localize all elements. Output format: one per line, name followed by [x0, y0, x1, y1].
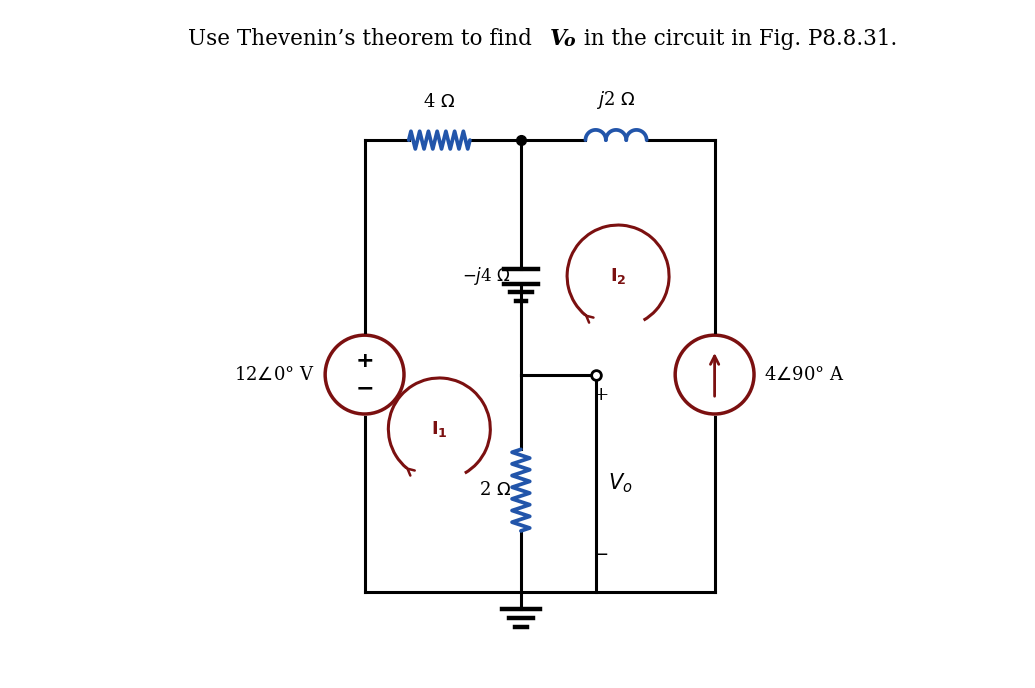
Text: −: − — [355, 378, 374, 398]
Text: V: V — [551, 28, 567, 50]
Text: 12$\angle$0° V: 12$\angle$0° V — [235, 365, 315, 384]
Text: +: + — [355, 351, 374, 371]
Text: $\mathbf{I_1}$: $\mathbf{I_1}$ — [431, 419, 448, 439]
Text: $-j$4 $\Omega$: $-j$4 $\Omega$ — [463, 265, 510, 287]
Text: $V_o$: $V_o$ — [608, 471, 632, 495]
Text: −: − — [593, 546, 610, 563]
Text: $j$2 $\Omega$: $j$2 $\Omega$ — [596, 89, 635, 111]
Text: 2 $\Omega$: 2 $\Omega$ — [478, 481, 510, 499]
Text: 4 $\Omega$: 4 $\Omega$ — [423, 93, 455, 111]
Text: o: o — [564, 33, 575, 50]
Text: in the circuit in Fig. P8.8.31.: in the circuit in Fig. P8.8.31. — [576, 28, 897, 50]
Text: +: + — [593, 386, 610, 404]
Text: 4$\angle$90° A: 4$\angle$90° A — [764, 365, 845, 384]
Text: Use Thevenin’s theorem to find: Use Thevenin’s theorem to find — [188, 28, 538, 50]
Text: $\mathbf{I_2}$: $\mathbf{I_2}$ — [610, 266, 626, 286]
